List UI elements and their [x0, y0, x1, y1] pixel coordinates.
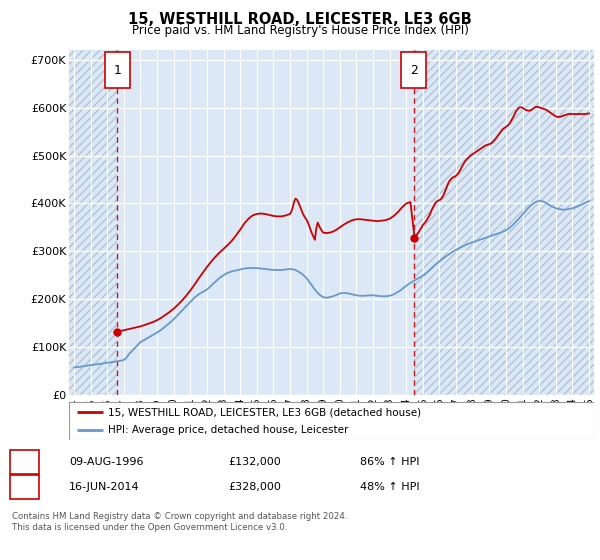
- FancyBboxPatch shape: [69, 402, 594, 440]
- Text: 1: 1: [20, 455, 29, 469]
- Bar: [414, 50, 594, 395]
- Text: 15, WESTHILL ROAD, LEICESTER, LE3 6GB: 15, WESTHILL ROAD, LEICESTER, LE3 6GB: [128, 12, 472, 27]
- Text: 15, WESTHILL ROAD, LEICESTER, LE3 6GB (detached house): 15, WESTHILL ROAD, LEICESTER, LE3 6GB (d…: [109, 407, 421, 417]
- Text: 09-AUG-1996: 09-AUG-1996: [69, 457, 143, 467]
- Text: 1: 1: [113, 64, 121, 77]
- Text: 2: 2: [410, 64, 418, 77]
- Text: HPI: Average price, detached house, Leicester: HPI: Average price, detached house, Leic…: [109, 425, 349, 435]
- Text: £328,000: £328,000: [228, 482, 281, 492]
- Text: Price paid vs. HM Land Registry's House Price Index (HPI): Price paid vs. HM Land Registry's House …: [131, 24, 469, 36]
- Text: 16-JUN-2014: 16-JUN-2014: [69, 482, 140, 492]
- Text: 86% ↑ HPI: 86% ↑ HPI: [360, 457, 419, 467]
- FancyBboxPatch shape: [104, 52, 130, 88]
- Text: Contains HM Land Registry data © Crown copyright and database right 2024.
This d: Contains HM Land Registry data © Crown c…: [12, 512, 347, 532]
- Text: £132,000: £132,000: [228, 457, 281, 467]
- Text: 2: 2: [20, 480, 29, 494]
- Bar: [69, 50, 117, 395]
- FancyBboxPatch shape: [401, 52, 427, 88]
- Text: 48% ↑ HPI: 48% ↑ HPI: [360, 482, 419, 492]
